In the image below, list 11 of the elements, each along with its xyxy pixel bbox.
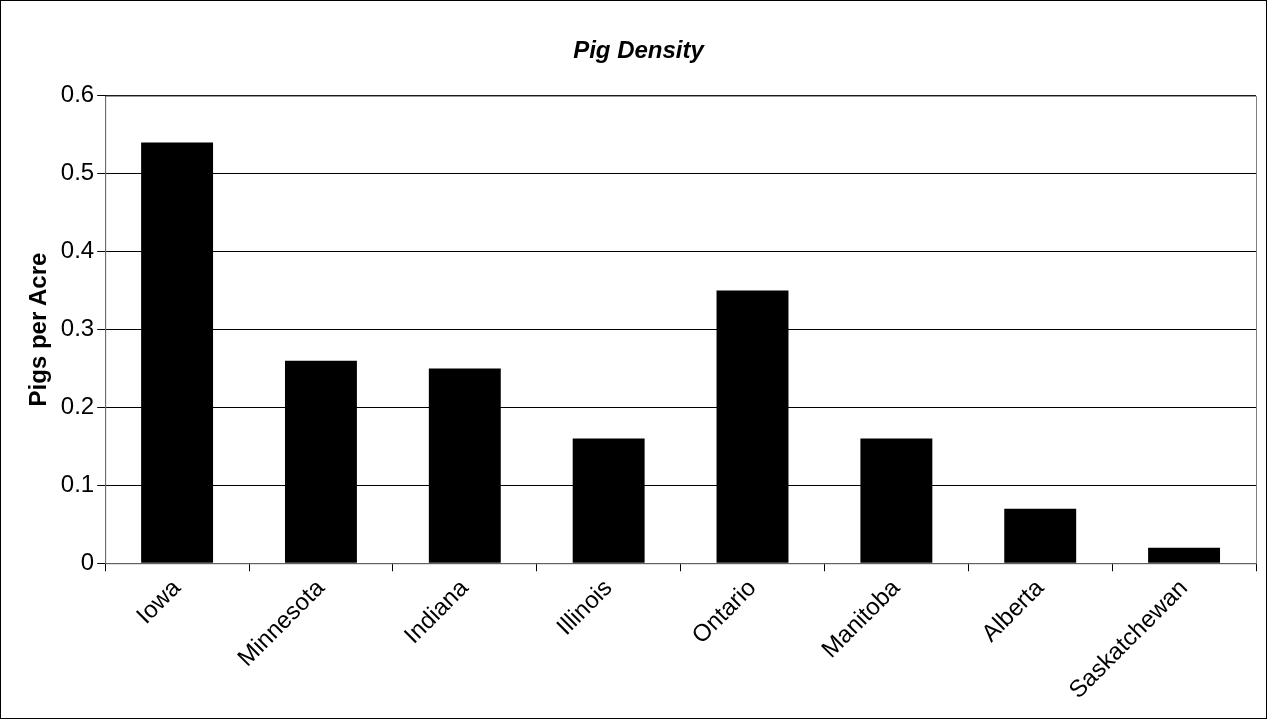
chart-title: Pig Density xyxy=(573,36,706,64)
bar xyxy=(1148,547,1221,563)
y-tick-label: 0.3 xyxy=(60,314,95,342)
y-tick-label: 0 xyxy=(80,547,95,575)
y-axis-title: Pigs per Acre xyxy=(24,252,52,407)
y-tick-label: 0.5 xyxy=(60,158,95,186)
y-tick-label: 0.6 xyxy=(60,80,95,108)
y-tick-label: 0.4 xyxy=(60,236,95,264)
y-tick-label: 0.1 xyxy=(60,469,95,497)
y-tick-label: 0.2 xyxy=(60,392,95,420)
bar xyxy=(1004,508,1077,563)
